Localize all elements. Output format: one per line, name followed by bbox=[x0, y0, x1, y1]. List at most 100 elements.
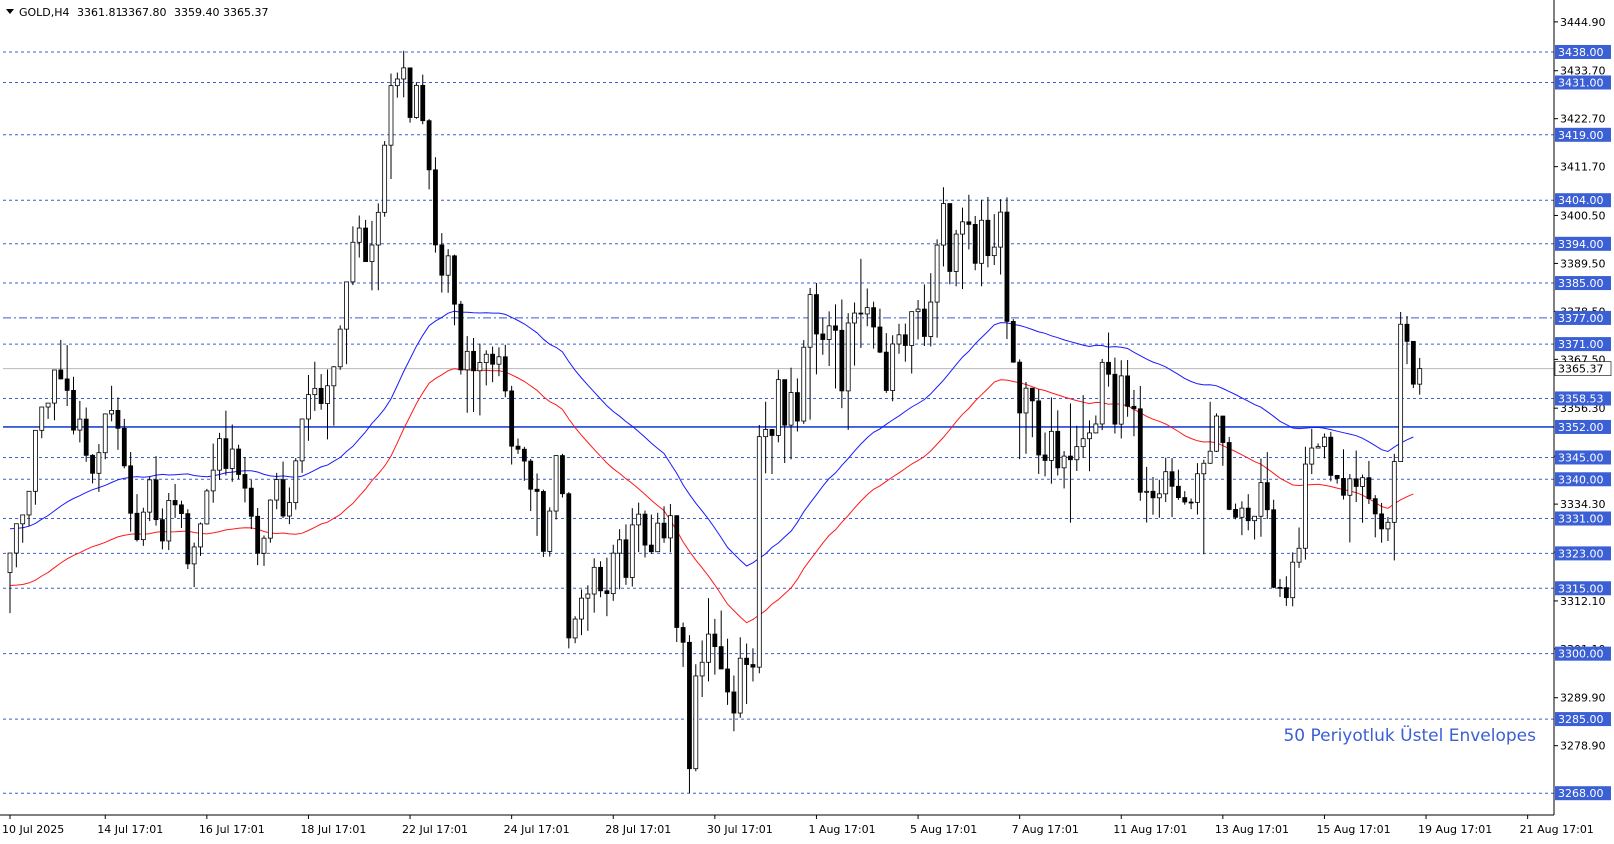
candle bbox=[64, 345, 70, 407]
candle bbox=[1112, 357, 1118, 434]
candle bbox=[1385, 516, 1391, 542]
candle-body-up bbox=[610, 552, 616, 595]
candle bbox=[902, 323, 908, 362]
level-label: 3419.00 bbox=[1558, 129, 1604, 142]
candle bbox=[521, 446, 527, 481]
level-label-box bbox=[1555, 127, 1611, 142]
candle-body-up bbox=[306, 394, 311, 420]
candle bbox=[636, 502, 642, 553]
level-label-box bbox=[1555, 236, 1611, 251]
level-label-box bbox=[1555, 310, 1611, 325]
candle bbox=[648, 514, 654, 554]
candle bbox=[864, 288, 870, 327]
candle-body-down bbox=[242, 474, 248, 489]
candle bbox=[96, 444, 102, 492]
candle bbox=[1068, 403, 1073, 523]
candle bbox=[661, 506, 667, 543]
candle bbox=[1131, 389, 1137, 437]
candle bbox=[52, 369, 57, 421]
candle-body-up bbox=[1207, 450, 1213, 464]
candle bbox=[1258, 458, 1264, 537]
candle-body-up bbox=[909, 311, 915, 346]
candle bbox=[77, 400, 83, 443]
candle-body-up bbox=[401, 67, 407, 80]
candle-body-up bbox=[325, 385, 330, 404]
candle bbox=[566, 492, 572, 649]
candle bbox=[1398, 312, 1404, 462]
candle bbox=[159, 508, 165, 550]
level-label-box bbox=[1555, 276, 1611, 291]
candle-body-up bbox=[1118, 375, 1124, 425]
candle bbox=[1163, 457, 1169, 503]
candle-body-up bbox=[331, 366, 337, 387]
candle bbox=[750, 648, 756, 682]
candle bbox=[1245, 494, 1251, 531]
level-label-box bbox=[1555, 472, 1611, 487]
candle bbox=[833, 304, 838, 389]
candle-body-down bbox=[1372, 498, 1378, 515]
candle-body-down bbox=[1264, 482, 1270, 511]
candle-body-up bbox=[445, 255, 451, 276]
level-label-box bbox=[1555, 546, 1611, 561]
candle-body-down bbox=[128, 465, 134, 514]
candle bbox=[248, 479, 254, 530]
candle bbox=[706, 598, 711, 682]
level-label-box bbox=[1555, 391, 1611, 406]
candle-body-down bbox=[1379, 513, 1384, 530]
time-tick-label: 22 Jul 17:01 bbox=[402, 823, 468, 836]
candle bbox=[1404, 316, 1410, 365]
candle-body-down bbox=[471, 350, 476, 372]
collapse-triangle-icon[interactable] bbox=[6, 9, 14, 14]
candle bbox=[223, 410, 229, 476]
candle-body-up bbox=[204, 490, 210, 525]
candle-body-up bbox=[1074, 446, 1080, 461]
candle bbox=[1080, 395, 1086, 459]
candle bbox=[655, 512, 661, 553]
candle-body-down bbox=[769, 429, 775, 436]
candle-body-up bbox=[382, 144, 388, 213]
level-label-box bbox=[1555, 44, 1611, 59]
candle bbox=[947, 203, 953, 285]
candle-body-up bbox=[1322, 436, 1327, 447]
candle bbox=[642, 510, 648, 558]
candle bbox=[1277, 578, 1283, 597]
candle bbox=[458, 300, 464, 375]
time-tick-label: 7 Aug 17:01 bbox=[1012, 823, 1079, 836]
candle bbox=[115, 397, 121, 450]
candle bbox=[217, 432, 222, 480]
candle bbox=[229, 424, 235, 482]
time-tick-label: 28 Jul 17:01 bbox=[605, 823, 671, 836]
candle bbox=[255, 507, 261, 566]
candle-body-up bbox=[1398, 323, 1404, 462]
candle-body-up bbox=[953, 233, 959, 272]
candle bbox=[1118, 360, 1124, 439]
candle bbox=[502, 344, 508, 398]
candle-body-up bbox=[1093, 423, 1099, 434]
upper-envelope-line bbox=[9, 310, 1414, 567]
candle bbox=[985, 196, 991, 268]
level-label: 3323.00 bbox=[1558, 547, 1604, 560]
price-tick-label: 3312.10 bbox=[1560, 595, 1606, 608]
candle bbox=[1150, 476, 1156, 515]
candle-body-up bbox=[39, 406, 45, 431]
candle bbox=[1372, 495, 1378, 538]
level-label-box bbox=[1555, 419, 1611, 434]
candle-body-up bbox=[337, 328, 343, 368]
candle bbox=[445, 249, 451, 293]
candle-body-up bbox=[52, 369, 57, 404]
candle-body-up bbox=[147, 479, 153, 513]
candle-body-down bbox=[407, 67, 413, 118]
level-label-box bbox=[1555, 450, 1611, 465]
candle-body-down bbox=[280, 479, 286, 517]
candle bbox=[134, 494, 140, 542]
candle bbox=[375, 203, 381, 291]
candle-body-up bbox=[293, 460, 299, 504]
candle-body-down bbox=[1341, 478, 1346, 496]
candle-body-up bbox=[1023, 387, 1029, 414]
candle-body-up bbox=[788, 392, 794, 426]
candle bbox=[33, 429, 38, 505]
candle bbox=[413, 82, 419, 119]
level-label: 3385.00 bbox=[1558, 277, 1604, 290]
candle bbox=[598, 561, 603, 598]
candle bbox=[858, 258, 864, 348]
